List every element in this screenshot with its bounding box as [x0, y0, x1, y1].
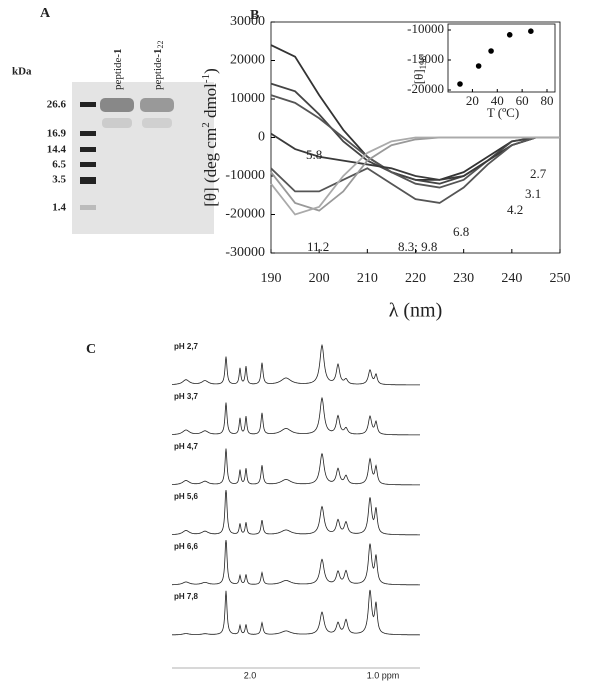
y-axis-label: [θ]198 — [411, 55, 428, 84]
band — [142, 118, 172, 128]
y-tick-label: -10000 — [225, 168, 265, 183]
marker-label: 6.5 — [52, 159, 66, 171]
cd-curve — [270, 136, 560, 216]
marker-band — [80, 102, 96, 107]
marker-label: 3.5 — [52, 174, 66, 186]
band — [102, 118, 132, 128]
spectrum — [171, 448, 420, 486]
x-tick-label: 210 — [357, 271, 378, 286]
spectrum — [172, 396, 420, 436]
x-tick-label: 60 — [516, 93, 529, 108]
marker-band — [80, 205, 96, 210]
spectrum-label: pH 2,7 — [174, 342, 199, 351]
axis-label: 2.0 — [244, 670, 257, 680]
y-tick-label: 30000 — [230, 14, 265, 29]
curve-label: 4.2 — [507, 202, 523, 217]
band — [140, 98, 174, 112]
y-tick-label: 20000 — [230, 53, 265, 68]
marker-label: 14.4 — [47, 144, 67, 156]
x-tick-label: 190 — [261, 271, 282, 286]
spectrum-label: pH 7,8 — [174, 592, 199, 601]
lane-label: peptide-1 — [112, 48, 124, 90]
inset-frame — [447, 23, 556, 93]
x-axis-label: λ (nm) — [389, 300, 443, 322]
panel-label: A — [40, 6, 51, 21]
y-tick-label: -15000 — [407, 51, 444, 66]
point — [506, 32, 513, 38]
text-part: peptide- — [112, 54, 124, 90]
band — [100, 98, 134, 112]
text-part: peptide- — [152, 54, 164, 90]
x-axis-label: T (ºC) — [487, 105, 519, 120]
y-tick-label: -30000 — [225, 245, 265, 260]
y-tick-label: -20000 — [225, 207, 265, 222]
y-tick-label: 0 — [258, 130, 265, 145]
curve-label: 5.8 — [306, 147, 322, 162]
text-part: 2 — [200, 122, 212, 128]
curve-label: 6.8 — [453, 224, 469, 239]
x-tick-label: 240 — [501, 271, 522, 286]
point — [475, 63, 482, 69]
point — [457, 81, 463, 87]
curve-label: 8.3; 9.8 — [398, 239, 437, 254]
text-part: 1 — [112, 48, 124, 54]
spectrum — [172, 343, 420, 386]
curve-label: 11.2 — [307, 239, 329, 254]
curve-label: 2.7 — [530, 166, 547, 181]
text-part: 198 — [418, 55, 428, 69]
text-part: dmol — [201, 83, 220, 122]
y-tick-label: 10000 — [230, 91, 265, 106]
text-part: ) — [201, 68, 220, 74]
marker-label: 16.9 — [47, 128, 67, 140]
x-tick-label: 200 — [309, 271, 330, 286]
unit-label: kDa — [12, 66, 32, 78]
cd-curve — [270, 82, 560, 185]
point — [488, 48, 494, 54]
x-tick-label: 220 — [405, 271, 426, 286]
marker-band — [80, 131, 96, 136]
y-tick-label: -20000 — [407, 81, 444, 96]
x-tick-label: 80 — [541, 93, 554, 108]
marker-label: 1.4 — [52, 202, 66, 214]
panel-label: C — [86, 342, 96, 357]
x-tick-label: 40 — [491, 93, 504, 108]
curve-label: 3.1 — [525, 186, 541, 201]
spectrum-label: pH 5,6 — [174, 492, 199, 501]
spectrum-label: pH 4,7 — [174, 442, 199, 451]
text-part: -1 — [200, 74, 212, 83]
spectrum-label: pH 6,6 — [174, 542, 199, 551]
spectrum — [171, 489, 420, 536]
y-axis-label: [θ] (deg cm2 dmol-1) — [200, 68, 220, 207]
spectrum-label: pH 3,7 — [174, 392, 199, 401]
marker-band — [80, 162, 96, 167]
y-tick-label: -10000 — [407, 21, 444, 36]
marker-label: 26.6 — [47, 99, 67, 111]
text-part: 1 — [152, 48, 164, 54]
axis-label: 1.0 ppm — [367, 670, 400, 680]
lane-label: peptide-122 — [152, 40, 165, 90]
marker-band — [80, 147, 96, 152]
panel-label: B — [250, 8, 259, 23]
text-part: [θ] (deg cm — [201, 128, 220, 207]
marker-band — [80, 177, 96, 184]
point — [528, 28, 534, 34]
x-tick-label: 250 — [550, 271, 571, 286]
spectrum — [172, 539, 420, 586]
x-tick-label: 230 — [453, 271, 474, 286]
cd-curve — [270, 136, 560, 204]
text-part: [θ] — [411, 69, 426, 84]
x-tick-label: 20 — [466, 93, 479, 108]
spectrum — [172, 589, 420, 636]
text-part: 22 — [156, 40, 165, 48]
